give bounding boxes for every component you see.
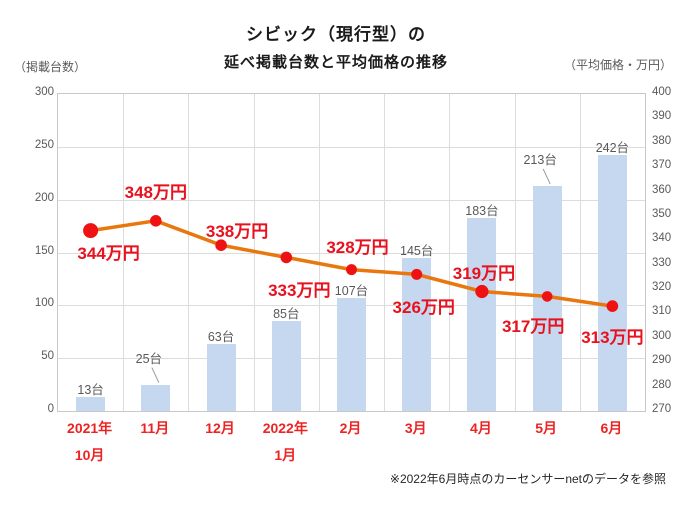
x-gridline <box>579 94 581 411</box>
x-gridline <box>123 94 125 411</box>
right-axis-tick-label: 290 <box>652 354 672 367</box>
bar <box>271 321 301 411</box>
left-axis-tick-label: 150 <box>34 244 54 257</box>
x-axis-label-line: 2月 <box>339 420 362 436</box>
price-marker <box>541 291 553 302</box>
left-axis-caption: （掲載台数） <box>14 60 87 74</box>
right-axis-tick-label: 400 <box>652 86 672 98</box>
price-marker <box>606 300 619 312</box>
price-line-layer <box>83 168 619 383</box>
price-marker <box>475 284 489 299</box>
right-axis-tick-label: 320 <box>652 281 672 294</box>
price-label: 326万円 <box>392 298 455 318</box>
price-marker <box>215 239 227 251</box>
x-gridline <box>449 94 451 411</box>
right-axis-tick-label: 310 <box>652 305 672 318</box>
bar <box>206 344 236 411</box>
chart-title: シビック（現行型）の 延べ掲載台数と平均価格の推移 <box>0 23 672 73</box>
price-label: 313万円 <box>581 328 644 348</box>
x-axis-label-line: 10月 <box>74 447 105 463</box>
x-axis-label: 2022年 1月 <box>253 415 318 469</box>
right-axis-tick-label: 380 <box>652 134 672 147</box>
y-gridline <box>58 146 645 148</box>
x-gridline <box>384 94 386 411</box>
y-gridline <box>58 252 645 254</box>
x-axis-label-line: 1月 <box>274 447 297 463</box>
right-axis-tick-label: 360 <box>652 183 672 196</box>
x-gridline <box>514 94 516 411</box>
left-axis-tick-label: 250 <box>34 138 54 151</box>
bar-label: 85台 <box>273 307 300 322</box>
price-marker <box>411 268 423 280</box>
bar-label: 107台 <box>334 283 369 298</box>
right-axis-tick-label: 330 <box>652 256 672 269</box>
bar <box>141 384 171 411</box>
x-axis-label: 11月 <box>122 415 187 442</box>
bar <box>467 217 497 411</box>
price-label: 317万円 <box>501 317 565 337</box>
footnote: ※2022年6月時点のカーセンサーnetのデータを参照 <box>389 472 666 486</box>
price-marker <box>280 251 293 264</box>
price-label: 319万円 <box>452 263 516 283</box>
bar <box>76 397 106 411</box>
x-axis-label: 2月 <box>318 415 383 442</box>
bar-label-leader-line <box>151 367 160 383</box>
right-axis-tick-label: 300 <box>652 329 672 342</box>
x-axis-label-line: 2021年 <box>67 420 113 436</box>
right-axis-tick-label: 390 <box>652 110 672 123</box>
x-gridline <box>188 94 190 411</box>
x-axis-label-line: 6月 <box>600 420 623 436</box>
x-axis-label-line: 2022年 <box>262 420 308 436</box>
left-axis-tick-label: 300 <box>34 86 54 98</box>
left-axis-tick-label: 100 <box>34 297 54 310</box>
x-axis-label: 12月 <box>187 415 252 442</box>
bar <box>402 257 432 411</box>
bar-label: 183台 <box>465 203 499 218</box>
chart-title-line1: シビック（現行型）の <box>246 25 426 44</box>
bar-label: 213台 <box>523 152 557 167</box>
x-axis-label: 3月 <box>383 415 448 442</box>
plot-area: 13台 25台 63台 85台 107台 145台 183台 213台 242台 344万円 348… <box>57 93 646 412</box>
right-axis-tick-label: 270 <box>652 403 672 415</box>
x-axis-label: 4月 <box>448 415 513 442</box>
price-label: 344万円 <box>77 243 140 263</box>
left-axis-tick-label: 50 <box>41 350 54 363</box>
x-axis-label-line: 11月 <box>140 420 170 436</box>
right-axis-tick-label: 280 <box>652 378 672 391</box>
price-label: 348万円 <box>124 182 188 202</box>
bar <box>337 297 366 411</box>
right-axis-tick-label: 370 <box>652 159 672 172</box>
x-axis-label-line: 12月 <box>205 420 235 436</box>
x-axis-label-line: 3月 <box>404 420 427 436</box>
x-axis-label: 2021年 10月 <box>57 415 122 469</box>
price-label: 328万円 <box>326 237 389 257</box>
right-axis-tick-label: 340 <box>652 232 672 245</box>
bar-label-leader-line <box>542 168 551 185</box>
left-axis-tick-label: 200 <box>34 191 54 204</box>
bar-label: 242台 <box>595 141 630 156</box>
price-marker <box>150 215 162 227</box>
bar-label: 63台 <box>207 330 235 345</box>
x-axis-label-line: 4月 <box>470 420 492 436</box>
bar-label: 13台 <box>77 383 104 398</box>
bar-label: 145台 <box>400 243 434 258</box>
price-label: 338万円 <box>205 222 269 242</box>
y-gridline <box>58 199 645 201</box>
x-axis-label: 5月 <box>514 415 579 442</box>
price-label: 333万円 <box>268 281 331 301</box>
price-marker <box>83 223 99 239</box>
chart-title-line2: 延べ掲載台数と平均価格の推移 <box>223 54 448 71</box>
right-axis-tick-label: 350 <box>652 207 672 220</box>
x-axis-label: 6月 <box>579 415 644 442</box>
x-gridline <box>318 94 320 411</box>
price-marker <box>346 264 357 276</box>
bar-label: 25台 <box>135 351 163 366</box>
bar <box>597 155 627 411</box>
left-axis-tick-label: 0 <box>47 403 54 415</box>
right-axis-caption: （平均価格・万円） <box>563 58 672 72</box>
x-axis-label-line: 5月 <box>535 420 558 436</box>
